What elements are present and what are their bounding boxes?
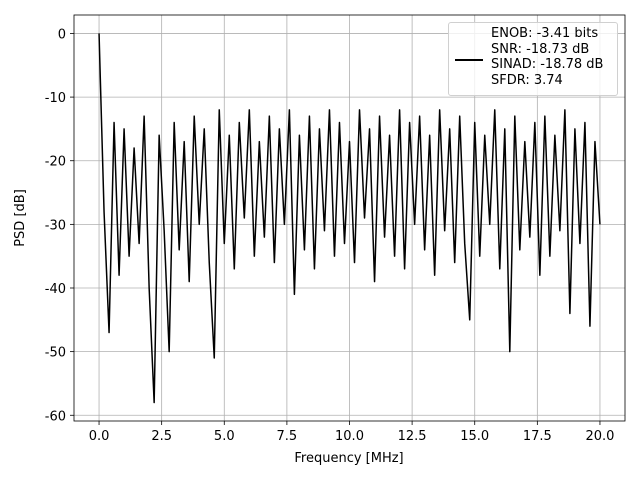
y-tick-label: -30 (45, 218, 66, 233)
x-axis-label: Frequency [MHz] (294, 451, 403, 466)
y-tick-label: -10 (45, 91, 66, 106)
x-tick-label: 17.5 (523, 429, 552, 444)
y-tick-label: -50 (45, 346, 66, 361)
x-tick-label: 12.5 (398, 429, 427, 444)
legend-label: ENOB: -3.41 bits SNR: -18.73 dB SINAD: -… (491, 26, 604, 88)
legend-swatch (455, 59, 483, 61)
y-tick-label: 0 (58, 27, 66, 42)
y-tick-label: -60 (45, 409, 66, 424)
y-tick-label: -40 (45, 282, 66, 297)
plot-frame (73, 14, 626, 422)
x-tick-label: 10.0 (335, 429, 364, 444)
y-axis-label: PSD [dB] (13, 189, 28, 247)
data-line (98, 33, 601, 404)
x-tick-label: 7.5 (277, 429, 298, 444)
x-tick-label: 0.0 (89, 429, 110, 444)
x-tick-label: 20.0 (585, 429, 614, 444)
y-tick-label: -20 (45, 155, 66, 170)
x-tick-label: 15.0 (460, 429, 489, 444)
x-tick-label: 5.0 (214, 429, 235, 444)
x-tick-label: 2.5 (151, 429, 172, 444)
legend: ENOB: -3.41 bits SNR: -18.73 dB SINAD: -… (448, 22, 618, 96)
